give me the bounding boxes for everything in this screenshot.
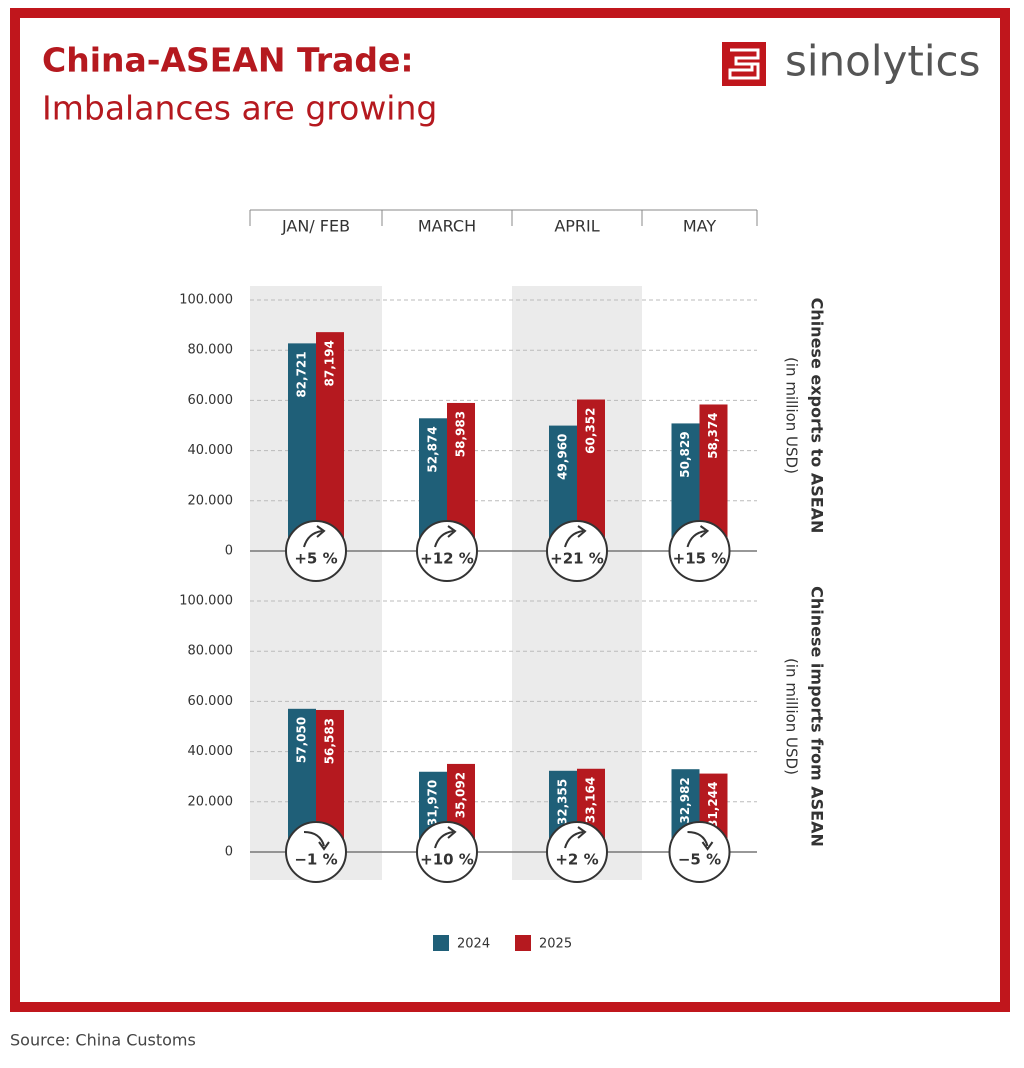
- legend-label: 2024: [457, 937, 490, 952]
- value-label: 32,982: [678, 777, 692, 823]
- value-label: 35,092: [454, 772, 468, 818]
- change-arrowhead: [699, 525, 710, 538]
- value-label: 50,829: [678, 431, 692, 477]
- value-label: 60,352: [584, 408, 598, 454]
- change-badge: [285, 520, 347, 582]
- change-arrowhead: [447, 525, 457, 538]
- category-label: JAN/ FEB: [281, 217, 350, 236]
- logo-icon: [722, 42, 766, 86]
- y-tick-label: 80.000: [188, 343, 234, 358]
- brand: sinolytics: [785, 37, 981, 86]
- change-arrowhead: [316, 525, 326, 538]
- change-arrow: [303, 530, 323, 548]
- value-label: 58,983: [454, 411, 468, 457]
- category-label: MAY: [683, 217, 717, 236]
- value-label: 87,194: [323, 340, 337, 386]
- bar: [316, 332, 344, 551]
- y-tick-label: 40.000: [188, 443, 234, 458]
- frame: [10, 8, 1010, 1012]
- change-arrow: [564, 530, 584, 548]
- change-badge: [546, 520, 608, 582]
- change-arrow: [303, 831, 325, 847]
- change-label: +2 %: [555, 851, 598, 869]
- change-arrowhead: [318, 841, 330, 851]
- change-label: +10 %: [420, 851, 474, 869]
- y-tick-label: 100.000: [179, 594, 233, 609]
- change-badge: [546, 821, 608, 883]
- change-badge: [668, 821, 731, 883]
- change-badge: [416, 520, 478, 582]
- change-arrow: [687, 831, 709, 847]
- value-label: 57,050: [295, 717, 309, 763]
- subtitle: Imbalances are growing: [42, 89, 437, 128]
- change-arrowhead: [577, 525, 587, 538]
- y-tick-label: 40.000: [188, 744, 234, 759]
- value-label: 31,244: [706, 782, 720, 828]
- y-tick-label: 0: [225, 845, 233, 860]
- y-tick-label: 80.000: [188, 644, 234, 659]
- change-label: −1 %: [294, 851, 337, 869]
- value-label: 56,583: [323, 718, 337, 764]
- y-tick-label: 60.000: [188, 694, 234, 709]
- y-tick-label: 60.000: [188, 393, 234, 408]
- change-label: +15 %: [673, 550, 727, 568]
- value-label: 32,355: [556, 779, 570, 825]
- y-axis-label: Chinese imports from ASEAN: [808, 586, 827, 847]
- value-label: 49,960: [556, 434, 570, 480]
- change-badge: [668, 520, 731, 582]
- value-label: 33,164: [584, 777, 598, 823]
- change-arrow: [564, 831, 584, 849]
- category-label: MARCH: [418, 217, 476, 236]
- title: China-ASEAN Trade:: [42, 41, 414, 80]
- value-label: 52,874: [426, 426, 440, 472]
- category-label: APRIL: [554, 217, 599, 236]
- change-arrowhead: [701, 841, 714, 851]
- source: Source: China Customs: [10, 1031, 196, 1050]
- y-axis-unit: (in million USD): [783, 357, 801, 474]
- y-tick-label: 0: [225, 544, 233, 559]
- y-tick-label: 20.000: [188, 493, 234, 508]
- value-label: 82,721: [295, 351, 309, 397]
- change-badge: [285, 821, 347, 883]
- change-badge: [416, 821, 478, 883]
- legend-swatch: [515, 935, 531, 951]
- change-arrow: [686, 530, 706, 548]
- legend-label: 2025: [539, 937, 572, 952]
- change-arrow: [434, 530, 454, 548]
- value-label: 58,374: [706, 412, 720, 458]
- legend-swatch: [433, 935, 449, 951]
- value-label: 31,970: [426, 780, 440, 826]
- y-axis-label: Chinese exports to ASEAN: [808, 298, 827, 534]
- y-tick-label: 100.000: [179, 293, 233, 308]
- change-label: −5 %: [678, 851, 721, 869]
- change-label: +21 %: [550, 550, 604, 568]
- change-label: +12 %: [420, 550, 474, 568]
- change-arrowhead: [447, 826, 457, 839]
- change-arrowhead: [577, 826, 587, 839]
- y-axis-unit: (in million USD): [783, 658, 801, 775]
- change-arrow: [434, 831, 454, 849]
- change-label: +5 %: [294, 550, 337, 568]
- bar: [288, 343, 316, 551]
- y-tick-label: 20.000: [188, 794, 234, 809]
